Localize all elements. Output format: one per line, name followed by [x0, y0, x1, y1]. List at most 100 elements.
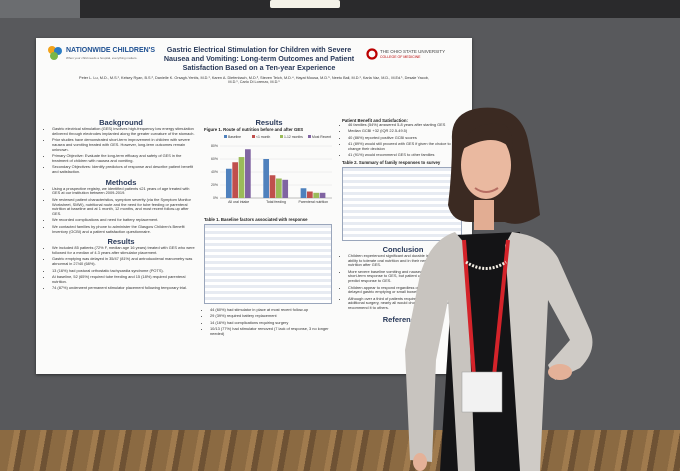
legend-swatch — [308, 135, 311, 138]
bar — [306, 191, 313, 198]
bullet: Prior studies have demonstrated short-te… — [52, 137, 196, 152]
section-heading: Results — [107, 237, 135, 247]
x-tick-label: All oral intake — [228, 200, 249, 204]
section-heading: Background — [99, 118, 143, 127]
legend-swatch — [252, 135, 255, 138]
legend-swatch — [224, 135, 227, 138]
ceiling-light — [270, 0, 340, 8]
col-left: Background Gastric electrical stimulatio… — [46, 118, 196, 292]
y-tick-label: 80% — [211, 144, 218, 148]
bullet: We reviewed patient characteristics, sym… — [52, 197, 196, 217]
section-heading: Patient Benefit and Satisfaction: — [342, 118, 408, 123]
logo-tagline: When your child needs a hospital, everyt… — [66, 56, 138, 60]
x-tick-label: Total feeding — [266, 200, 286, 204]
bullet: Using a prospective registry, we identif… — [52, 186, 196, 197]
bullet: 44 (60%) had stimulator in place at most… — [210, 307, 334, 313]
bullet: 41 (89%) would still proceed with GES if… — [348, 141, 464, 152]
bullets: 46 families (54%) answered 5-8 years aft… — [342, 122, 464, 158]
bar — [282, 179, 289, 198]
legend-label: 1-12 months — [284, 135, 303, 139]
figure-chart: 0% 20% 40% 60% 80% Baseline <1 month 1-12 month… — [211, 135, 332, 204]
bullet: We included 85 patients (72% F, median a… — [52, 246, 196, 256]
bullet: 10/13 (77%) had stimulator removed (7 la… — [210, 326, 334, 337]
logo-icon — [48, 46, 62, 60]
bar — [245, 149, 251, 198]
face — [461, 131, 511, 199]
osu-college: COLLEGE OF MEDICINE — [380, 55, 421, 59]
bullet: 13 (16%) had postural orthostatic tachyc… — [52, 268, 196, 274]
bullets: 44 (60%) had stimulator in place at most… — [204, 307, 334, 337]
neck — [474, 200, 494, 230]
hand — [413, 453, 427, 471]
smile — [474, 187, 499, 193]
legend-label: Baseline — [228, 135, 241, 139]
table — [342, 166, 462, 241]
bullet: 29 (39%) required battery replacement — [210, 313, 334, 319]
bar — [300, 188, 307, 198]
legend-swatch — [280, 135, 283, 138]
cardigan-right — [505, 232, 593, 471]
table-title: Table 1. Baseline factors associated wit… — [204, 217, 308, 222]
bar — [238, 157, 245, 198]
section-heading: Methods — [105, 177, 137, 187]
x-tick-label: Parenteral nutrition — [299, 200, 329, 204]
bullet: We contacted families by phone to admini… — [52, 224, 196, 235]
bullet: At baseline, 52 (65%) required tube feed… — [52, 274, 196, 285]
section-heading: Results — [255, 118, 283, 127]
bullet: 74 (87%) underwent permanent stimulator … — [52, 285, 196, 291]
bar — [269, 175, 276, 198]
bullet: Children experienced significant and dur… — [348, 253, 464, 268]
bullets: We included 85 patients (72% F, median a… — [46, 246, 196, 290]
bullet: Gastric electrical stimulation (GES) inv… — [52, 126, 196, 137]
bullet: We recorded complications and need for b… — [52, 218, 196, 223]
bar — [319, 192, 326, 198]
figure-title: Figure 1. Route of nutrition before and … — [204, 127, 304, 132]
legend-label: <1 month — [256, 135, 270, 139]
y-tick-label: 0% — [213, 196, 218, 200]
bar — [263, 159, 270, 198]
poster: NATIONWIDE CHILDREN'S When your child ne… — [36, 38, 472, 374]
osu-name: THE OHIO STATE UNIVERSITY — [380, 49, 446, 54]
table-title: Table 2. Summary of family responses to … — [342, 159, 441, 165]
section-heading: Conclusion — [382, 244, 424, 254]
col-right: Patient Benefit and Satisfaction: 46 fam… — [342, 118, 464, 324]
bar — [225, 168, 232, 198]
bullet: 46 families (54%) answered 5-8 years aft… — [348, 122, 464, 128]
y-tick-label: 20% — [211, 183, 218, 187]
col-mid: Results Figure 1. Route of nutrition bef… — [204, 118, 334, 338]
bullet: 14 (16%) had complications requiring sur… — [210, 320, 334, 326]
bullet: 41 (91%) would recommend GES to other fa… — [348, 152, 464, 158]
legend-label: Most Recent — [312, 135, 331, 139]
cardigan-left — [405, 232, 475, 471]
bullet: Secondary Objectives: Identify predictor… — [52, 164, 196, 175]
bullet: 40 (86%) reported positive GCBI scores — [348, 135, 464, 141]
bullet: Although over a third of patients requir… — [348, 296, 464, 311]
logo-name: NATIONWIDE CHILDREN'S — [66, 47, 156, 54]
authors: Peter L. Lu, M.D., M.S.¹, Kelsey Ryan, B… — [79, 76, 429, 84]
name-badge — [461, 371, 503, 413]
carpet — [0, 430, 680, 471]
bullet: Primary Objective: Evaluate the long-ter… — [52, 153, 196, 164]
table — [204, 224, 332, 304]
poster-title: Gastric Electrical Stimulation for Child… — [163, 45, 355, 72]
bullet: Children appear to respond regardless of… — [348, 285, 464, 296]
hair-front — [461, 123, 513, 150]
bullet: More severe baseline vomiting and nausea… — [348, 269, 464, 284]
section-heading: References — [382, 315, 424, 325]
bar — [313, 192, 320, 198]
bullets: Using a prospective registry, we identif… — [46, 186, 196, 235]
y-tick-label: 40% — [211, 170, 218, 174]
bullets: Gastric electrical stimulation (GES) inv… — [46, 126, 196, 175]
hand — [548, 364, 572, 380]
osu-icon — [366, 48, 378, 60]
bar — [276, 178, 282, 198]
wall-corner — [0, 0, 80, 22]
bullets: Children experienced significant and dur… — [342, 253, 464, 311]
bullet: Median GCBI +32 (IQR 22.5-49.5) — [348, 128, 464, 134]
y-tick-label: 60% — [211, 157, 218, 161]
bullet: Gastric emptying was delayed in 35/47 (8… — [52, 257, 196, 267]
bar — [232, 162, 239, 198]
necklace — [465, 260, 507, 270]
